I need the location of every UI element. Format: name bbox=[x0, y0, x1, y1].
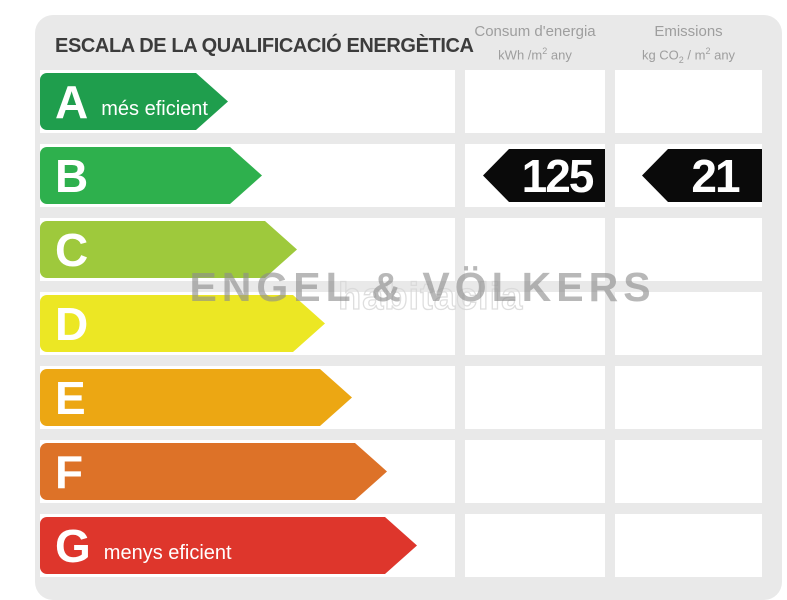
consumption-cell bbox=[465, 440, 605, 503]
emissions-value-arrow: 21 bbox=[642, 149, 762, 202]
rating-row: F bbox=[40, 440, 777, 503]
scale-cell: E bbox=[40, 366, 455, 429]
page-title: ESCALA DE LA QUALIFICACIÓ ENERGÈTICA bbox=[55, 35, 474, 57]
engel-volkers-watermark: ENGEL & VÖLKERS bbox=[189, 264, 656, 310]
consumption-column-title: Consum d'energia bbox=[474, 23, 596, 40]
consumption-value: 125 bbox=[521, 149, 595, 202]
scale-cell: A més eficient bbox=[40, 70, 455, 133]
rating-arrow: E bbox=[40, 369, 352, 426]
rating-letter: F bbox=[55, 445, 84, 498]
rating-row: G menys eficient bbox=[40, 514, 777, 577]
rating-arrow: A més eficient bbox=[40, 73, 228, 130]
consumption-value-arrow: 125 bbox=[483, 149, 605, 202]
rating-label: més eficient bbox=[101, 98, 208, 120]
emissions-cell: 21 bbox=[615, 144, 762, 207]
scale-cell: C bbox=[40, 218, 455, 281]
emissions-cell bbox=[615, 514, 762, 577]
emissions-cell bbox=[615, 440, 762, 503]
rating-arrow: G menys eficient bbox=[40, 517, 417, 574]
rating-arrow: C bbox=[40, 221, 297, 278]
consumption-cell bbox=[465, 366, 605, 429]
scale-cell: B bbox=[40, 144, 455, 207]
rating-row: E bbox=[40, 366, 777, 429]
emissions-cell bbox=[615, 366, 762, 429]
emissions-cell bbox=[615, 292, 762, 355]
rating-letter: B bbox=[55, 149, 89, 202]
scale-cell: F bbox=[40, 440, 455, 503]
rating-row: C bbox=[40, 218, 777, 281]
consumption-cell bbox=[465, 70, 605, 133]
rating-label: menys eficient bbox=[103, 542, 232, 564]
rating-row: A més eficient bbox=[40, 70, 777, 133]
consumption-cell: 125 bbox=[465, 144, 605, 207]
rating-arrow: F bbox=[40, 443, 387, 500]
scale-cell: D bbox=[40, 292, 455, 355]
habitaclia-watermark: habitaclia bbox=[337, 275, 524, 318]
rating-arrow: B bbox=[40, 147, 262, 204]
emissions-column-header: Emissions kg CO2 / m2 any bbox=[615, 23, 762, 65]
emissions-column-title: Emissions bbox=[654, 23, 723, 40]
rating-rows: A més eficient B 125 bbox=[40, 70, 777, 588]
rating-letter: C bbox=[55, 223, 89, 276]
emissions-value: 21 bbox=[691, 149, 740, 202]
rating-row: D bbox=[40, 292, 777, 355]
rating-row: B 125 21 bbox=[40, 144, 777, 207]
consumption-cell bbox=[465, 292, 605, 355]
consumption-cell bbox=[465, 514, 605, 577]
consumption-column-unit: kWh /m2 any bbox=[498, 46, 572, 63]
emissions-column-unit: kg CO2 / m2 any bbox=[641, 46, 736, 65]
rating-letter: D bbox=[55, 297, 89, 350]
emissions-cell bbox=[615, 218, 762, 281]
consumption-column-header: Consum d'energia kWh /m2 any bbox=[465, 23, 605, 62]
rating-arrow: D bbox=[40, 295, 325, 352]
rating-letter: E bbox=[55, 371, 86, 424]
emissions-cell bbox=[615, 70, 762, 133]
rating-letter: G bbox=[55, 519, 91, 572]
consumption-cell bbox=[465, 218, 605, 281]
scale-cell: G menys eficient bbox=[40, 514, 455, 577]
certificate-panel: ESCALA DE LA QUALIFICACIÓ ENERGÈTICA Con… bbox=[35, 15, 782, 600]
rating-letter: A bbox=[55, 75, 89, 128]
